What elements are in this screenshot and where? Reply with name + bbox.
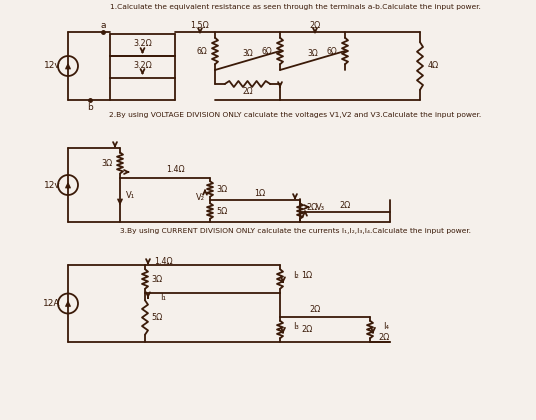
Text: 1Ω: 1Ω	[301, 270, 312, 279]
Text: 2Ω: 2Ω	[339, 200, 351, 210]
Text: 2Ω: 2Ω	[309, 21, 321, 29]
Text: 2Ω: 2Ω	[307, 202, 318, 212]
Text: 5Ω: 5Ω	[151, 313, 162, 322]
Text: I₁: I₁	[160, 292, 166, 302]
Text: 3.By using CURRENT DIVISION ONLY calculate the currents I₁,I₂,I₃,I₄.Calculate th: 3.By using CURRENT DIVISION ONLY calcula…	[120, 228, 471, 234]
Text: 1.Calculate the equivalent resistance as seen through the terminals a-b.Calculat: 1.Calculate the equivalent resistance as…	[109, 4, 480, 10]
Text: 1.4Ω: 1.4Ω	[166, 165, 184, 174]
Text: V₁: V₁	[125, 191, 135, 200]
Text: 1.4Ω: 1.4Ω	[154, 257, 172, 267]
Circle shape	[58, 56, 78, 76]
Text: V₃: V₃	[316, 202, 324, 212]
Text: 2Ω: 2Ω	[301, 325, 312, 334]
Text: V₂: V₂	[196, 194, 205, 202]
Text: 3Ω: 3Ω	[152, 275, 162, 284]
Text: 2Ω: 2Ω	[309, 304, 321, 313]
Text: 3Ω: 3Ω	[308, 50, 318, 58]
Circle shape	[58, 294, 78, 313]
Text: 12v: 12v	[43, 61, 61, 71]
Text: 2.By using VOLTAGE DIVISION ONLY calculate the voltages V1,V2 and V3.Calculate t: 2.By using VOLTAGE DIVISION ONLY calcula…	[109, 112, 481, 118]
Text: 6Ω: 6Ω	[326, 47, 337, 55]
Text: 12v: 12v	[43, 181, 61, 189]
Text: I₂: I₂	[293, 270, 299, 279]
Circle shape	[58, 175, 78, 195]
Text: 3Ω: 3Ω	[101, 158, 113, 168]
Text: 6Ω: 6Ω	[262, 47, 272, 55]
Text: 1Ω: 1Ω	[255, 189, 265, 197]
Text: 12A: 12A	[43, 299, 61, 308]
Text: 3Ω: 3Ω	[217, 184, 228, 194]
Text: b: b	[87, 103, 93, 113]
Text: 3Ω: 3Ω	[243, 50, 254, 58]
Text: I₄: I₄	[383, 322, 389, 331]
Text: 3.2Ω: 3.2Ω	[133, 61, 152, 71]
Text: 4Ω: 4Ω	[427, 61, 438, 71]
Text: 2Ω: 2Ω	[378, 333, 390, 342]
Text: 3.2Ω: 3.2Ω	[133, 39, 152, 48]
Text: I₃: I₃	[293, 322, 299, 331]
Text: 2Ω: 2Ω	[242, 87, 253, 95]
Text: 5Ω: 5Ω	[217, 207, 228, 215]
Text: 1.5Ω: 1.5Ω	[191, 21, 210, 29]
Text: 6Ω: 6Ω	[197, 47, 207, 55]
Text: a: a	[100, 21, 106, 31]
